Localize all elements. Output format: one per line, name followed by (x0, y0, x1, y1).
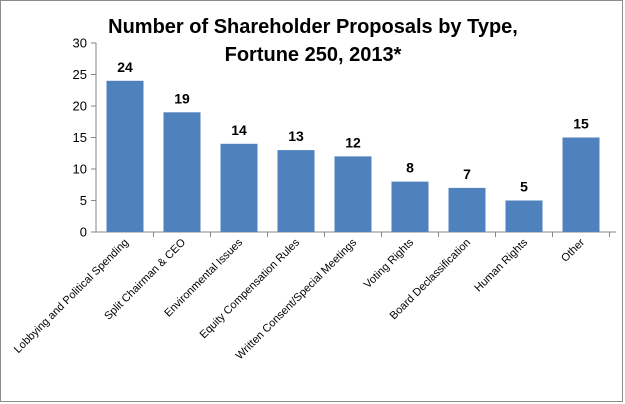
data-label: 24 (117, 59, 133, 75)
data-label: 19 (174, 90, 190, 106)
y-tick-label: 30 (73, 36, 87, 51)
data-label: 8 (406, 160, 414, 176)
chart-title-line-1: Number of Shareholder Proposals by Type, (108, 16, 518, 38)
data-label: 5 (520, 179, 528, 195)
x-tick-label: Equity Compensation Rules (198, 236, 303, 341)
data-label: 14 (231, 122, 247, 138)
data-label: 12 (345, 134, 361, 150)
data-labels: 24 19 14 13 12 8 7 5 15 (117, 59, 589, 195)
y-tick-label: 5 (80, 193, 87, 208)
x-tick-label: Human Rights (472, 236, 530, 294)
bar (277, 150, 315, 232)
x-tick-label: Lobbying and Political Spending (12, 237, 131, 356)
bar (562, 137, 600, 232)
x-tick-label: Other (559, 236, 587, 264)
bars (106, 80, 600, 232)
bar (163, 112, 201, 232)
bar (220, 143, 258, 232)
data-label: 13 (288, 128, 304, 144)
y-tick-label: 10 (73, 162, 87, 177)
y-tick-label: 20 (73, 99, 87, 114)
x-tick-label: Written Consent/Special Meetings (234, 236, 360, 362)
y-tick-label: 15 (73, 130, 87, 145)
data-label: 15 (573, 116, 589, 132)
y-tick-label: 25 (73, 67, 87, 82)
bar (391, 181, 429, 232)
x-tick-label: Voting Rights (362, 236, 417, 291)
data-label: 7 (463, 166, 471, 182)
y-tick-label: 0 (80, 225, 87, 240)
bar (106, 80, 144, 232)
bar (505, 200, 543, 232)
bar (334, 156, 372, 232)
chart-title-line-2: Fortune 250, 2013* (225, 44, 402, 66)
bar (448, 187, 486, 232)
